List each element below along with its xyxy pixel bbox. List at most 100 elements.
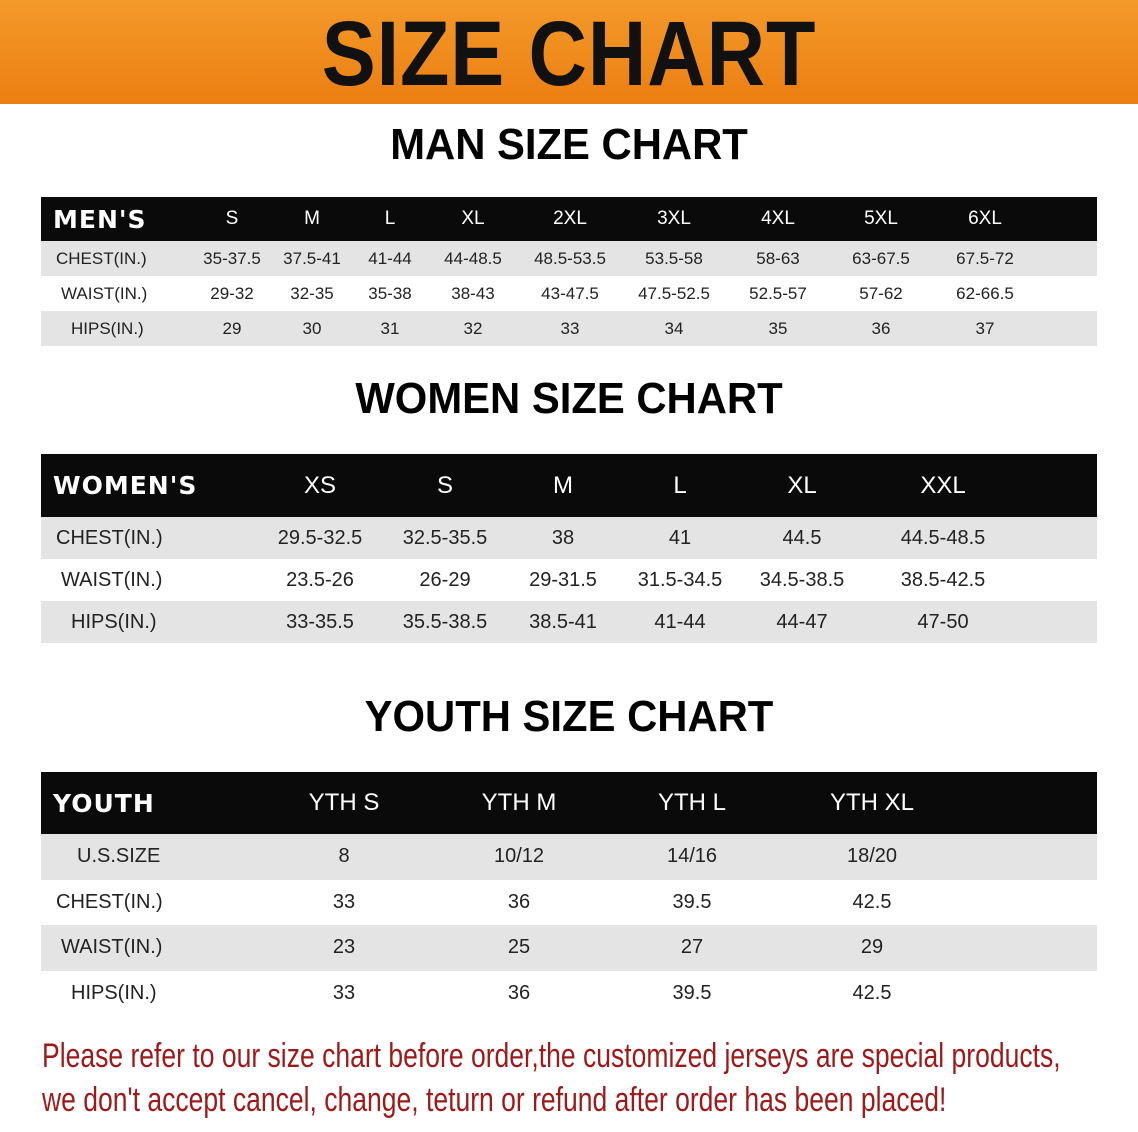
size-header-l: L [384,208,396,229]
table-cell: 58-63 [756,248,800,268]
table-cell: 42.5 [852,981,892,1004]
table-cell: 27 [680,936,704,959]
size-header-m: M [304,208,320,229]
banner-title: SIZE CHART [321,3,817,105]
youth-title: YOUTH SIZE CHART [364,692,774,741]
women-title: WOMEN SIZE CHART [355,374,783,423]
table-cell: 36 [507,890,531,913]
table-cell: 18/20 [846,845,898,868]
row-label: HIPS(IN.) [71,610,157,633]
row-label: HIPS(IN.) [71,981,157,1004]
table-cell: 35 [768,318,788,338]
size-header-xl: XL [787,471,817,499]
table-cell: 67.5-72 [956,248,1014,268]
table-cell: 23 [332,936,356,959]
youth-header-label: YOUTH [53,788,155,818]
table-cell: 47-50 [917,610,969,633]
table-cell: 10/12 [493,845,545,868]
table-cell: 33-35.5 [286,610,354,633]
notice-line-1: Please refer to our size chart before or… [42,1037,1061,1075]
table-cell: 35-37.5 [203,248,261,268]
table-cell: 37.5-41 [283,248,341,268]
size-header-s: S [436,471,454,499]
banner: SIZE CHART [0,0,1138,105]
row-label: WAIST(IN.) [61,568,163,591]
table-cell: 29-31.5 [529,568,597,591]
table-row: CHEST(IN.) 33 36 39.5 42.5 [41,880,1097,926]
row-label: CHEST(IN.) [56,526,163,549]
table-cell: 63-67.5 [852,248,910,268]
youth-header-row: YOUTH YTH S YTH M YTH L YTH XL [41,772,1097,834]
table-cell: 36 [507,981,531,1004]
table-cell: 30 [302,318,322,338]
size-header-3xl: 3XL [657,208,691,229]
table-cell: 14/16 [666,845,718,868]
table-cell: 38 [551,526,575,549]
men-header-label: MEN'S [53,204,147,234]
table-cell: 35-38 [368,283,412,303]
table-cell: 39.5 [672,890,712,913]
table-cell: 41-44 [654,610,706,633]
table-cell: 44.5 [782,526,822,549]
row-label: CHEST(IN.) [56,248,147,268]
table-row: HIPS(IN.) 33-35.5 35.5-38.5 38.5-41 41-44 44-… [41,601,1097,643]
row-label: CHEST(IN.) [56,890,163,913]
men-header-row: MEN'S S M L XL 2XL 3XL 4XL 5XL 6XL [41,197,1097,241]
table-cell: 35.5-38.5 [402,610,488,633]
size-header-yth-xl: YTH XL [829,789,915,816]
size-header-6xl: 6XL [968,208,1002,229]
table-cell: 42.5 [852,890,892,913]
men-title: MAN SIZE CHART [390,120,748,169]
table-row: HIPS(IN.) 29 30 31 32 33 34 35 36 37 [41,311,1097,346]
table-cell: 29 [860,936,884,959]
table-cell: 39.5 [672,981,712,1004]
table-cell: 33 [560,318,580,338]
table-cell: 32.5-35.5 [402,526,488,549]
table-cell: 25 [507,936,531,959]
table-row: CHEST(IN.) 35-37.5 37.5-41 41-44 44-48.5 48.5… [41,241,1097,276]
table-cell: 47.5-52.5 [638,283,710,303]
table-cell: 52.5-57 [749,283,807,303]
table-cell: 29-32 [210,283,254,303]
table-cell: 62-66.5 [956,283,1014,303]
table-cell: 41 [668,526,692,549]
size-header-xxl: XXL [920,471,966,499]
table-cell: 26-29 [419,568,471,591]
row-label: WAIST(IN.) [61,283,148,303]
table-cell: 33 [332,981,356,1004]
table-cell: 38.5-41 [529,610,597,633]
table-cell: 44-47 [776,610,828,633]
table-cell: 29 [222,318,242,338]
row-label: WAIST(IN.) [61,936,163,959]
size-header-4xl: 4XL [761,208,795,229]
table-cell: 29.5-32.5 [277,526,363,549]
table-cell: 38.5-42.5 [900,568,986,591]
size-header-xs: XS [303,471,337,499]
women-header-label: WOMEN'S [53,471,198,500]
table-cell: 34 [664,318,684,338]
table-cell: 44.5-48.5 [900,526,986,549]
row-label: HIPS(IN.) [71,318,144,338]
table-cell: 37 [975,318,995,338]
table-cell: 48.5-53.5 [534,248,606,268]
women-header-row: WOMEN'S XS S M L XL XXL [41,454,1097,517]
size-header-yth-s: YTH S [308,789,380,816]
table-cell: 34.5-38.5 [759,568,845,591]
table-row: HIPS(IN.) 33 36 39.5 42.5 [41,971,1097,1017]
table-cell: 44-48.5 [444,248,502,268]
table-row: WAIST(IN.) 29-32 32-35 35-38 38-43 43-47.5 47.… [41,276,1097,311]
youth-size-table: YOUTH YTH S YTH M YTH L YTH XL U.S.SIZE 8 10/12… [41,772,1097,1016]
table-cell: 38-43 [451,283,495,303]
row-label: U.S.SIZE [77,845,161,868]
table-row: CHEST(IN.) 29.5-32.5 32.5-35.5 38 41 44.5 44.5… [41,517,1097,559]
table-cell: 57-62 [859,283,903,303]
table-cell: 43-47.5 [541,283,599,303]
size-header-xl: XL [461,208,485,229]
table-row: U.S.SIZE 8 10/12 14/16 18/20 [41,834,1097,880]
table-row: WAIST(IN.) 23.5-26 26-29 29-31.5 31.5-34.5 34… [41,559,1097,601]
table-cell: 32-35 [290,283,334,303]
size-header-m: M [553,471,573,499]
size-header-l: L [673,471,687,499]
table-cell: 31 [380,318,400,338]
size-header-s: S [225,208,239,229]
